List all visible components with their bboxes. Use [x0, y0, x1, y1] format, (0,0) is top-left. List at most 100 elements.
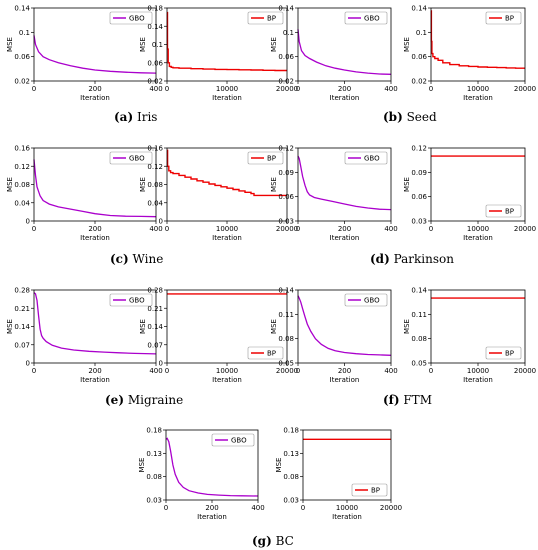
y-tick-label: 0.12	[147, 163, 163, 171]
y-tick-label: 0.16	[147, 145, 163, 153]
x-tick-label: 200	[88, 225, 101, 233]
legend: BP	[247, 151, 284, 165]
x-tick-label: 0	[429, 367, 433, 375]
y-tick-label: 0.1	[416, 29, 427, 37]
y-tick-label: 0.08	[146, 473, 162, 481]
legend: BP	[351, 483, 388, 497]
panel-ftm-gbo: 0 200 400 0.05 0.08 0.11 0.14 Iteration MSE GBO	[270, 287, 398, 385]
legend-label: BP	[267, 155, 276, 163]
x-tick-label: 10000	[216, 225, 238, 233]
panel-iris-bp: 0 10000 200000.020.060.10.140.18IterationM…	[139, 5, 298, 103]
y-tick-label: 0.07	[14, 341, 30, 349]
legend-box	[109, 11, 153, 25]
x-tick-label: 0	[165, 225, 169, 233]
y-tick-label: 0	[159, 218, 163, 226]
caption-g: (g) BC	[252, 534, 294, 548]
x-tick-label: 10000	[467, 367, 489, 375]
legend-box	[109, 293, 153, 307]
caption-d: (d) Parkinson	[370, 252, 454, 266]
y-axis-label: MSE	[139, 177, 147, 192]
y-tick-label: 0.06	[14, 53, 30, 61]
y-tick-label: 0.14	[14, 5, 30, 13]
y-axis-label: MSE	[6, 177, 14, 192]
series-line-ftm-gbo	[297, 295, 392, 356]
y-tick-label: 0.1	[283, 29, 294, 37]
legend-box	[247, 346, 284, 360]
y-tick-label: 0.14	[411, 287, 427, 295]
panel-parkinson-gbo: 0 200 400 0.03 0.06 0.09 0.12 Iteration MSE GBO	[270, 145, 398, 243]
legend-box	[485, 204, 522, 218]
x-tick-label: 0	[429, 85, 433, 93]
y-axis-label: MSE	[6, 319, 14, 334]
y-tick-label: 0.04	[147, 199, 163, 207]
panel-seed-bp: 0 10000 20000 0.02 0.06 0.1 0.14 Iteration MSE BP	[403, 5, 536, 103]
x-tick-label: 10000	[467, 225, 489, 233]
legend: BP	[485, 204, 522, 218]
legend-box	[109, 151, 153, 165]
y-tick-label: 0.14	[147, 323, 163, 331]
legend-label: BP	[505, 350, 514, 358]
legend: GBO	[109, 11, 153, 25]
legend: GBO	[211, 433, 255, 447]
legend: GBO	[344, 293, 388, 307]
y-axis-label: MSE	[270, 177, 278, 192]
x-tick-label: 0	[32, 85, 36, 93]
y-axis-label: MSE	[139, 37, 147, 52]
y-axis-label: MSE	[138, 458, 146, 473]
y-tick-label: 0.06	[411, 53, 427, 61]
y-tick-label: 0.08	[283, 473, 299, 481]
legend-label: GBO	[231, 437, 247, 445]
y-tick-label: 0.03	[278, 218, 294, 226]
caption-b: (b) Seed	[383, 110, 437, 124]
legend-box	[485, 11, 522, 25]
x-axis-label: Iteration	[330, 376, 360, 384]
x-tick-label: 200	[205, 504, 218, 512]
y-axis-label: MSE	[270, 319, 278, 334]
panel-seed-gbo: 0 200 400 0.02 0.06 0.1 0.14 Iteration MSE GBO	[270, 5, 398, 103]
x-axis-label: Iteration	[212, 94, 242, 102]
y-tick-label: 0.09	[411, 169, 427, 177]
series-line-parkinson-gbo	[297, 155, 392, 211]
y-tick-label: 0.14	[411, 5, 427, 13]
y-tick-label: 0.28	[14, 287, 30, 295]
x-tick-label: 200	[88, 85, 101, 93]
x-tick-label: 20000	[514, 225, 536, 233]
y-axis-label: MSE	[403, 319, 411, 334]
y-tick-label: 0.02	[14, 78, 30, 86]
y-tick-label: 0.06	[278, 193, 294, 201]
x-tick-label: 0	[165, 367, 169, 375]
x-tick-label: 200	[338, 367, 351, 375]
legend: GBO	[344, 151, 388, 165]
legend-label: GBO	[129, 297, 145, 305]
x-tick-label: 20000	[380, 504, 402, 512]
legend-box	[351, 483, 388, 497]
x-tick-label: 10000	[216, 85, 238, 93]
x-tick-label: 20000	[514, 85, 536, 93]
y-axis-label: MSE	[139, 319, 147, 334]
x-axis-label: Iteration	[212, 376, 242, 384]
x-tick-label: 0	[301, 504, 305, 512]
panel-ftm-bp: 0 10000 20000 0.05 0.08 0.11 0.14 Iteration MSE B…	[403, 287, 536, 385]
y-tick-label: 0.08	[147, 181, 163, 189]
y-tick-label: 0.06	[147, 59, 163, 67]
legend-box	[211, 433, 255, 447]
x-tick-label: 0	[164, 504, 168, 512]
y-tick-label: 0.08	[14, 181, 30, 189]
legend: GBO	[109, 293, 153, 307]
panel-migraine-bp: 0 10000 2000000.070.140.210.28IterationMSE…	[139, 287, 298, 385]
caption-c: (c) Wine	[110, 252, 163, 266]
x-tick-label: 0	[296, 85, 300, 93]
y-tick-label: 0	[159, 360, 163, 368]
y-tick-label: 0.05	[278, 360, 294, 368]
y-tick-label: 0.14	[14, 323, 30, 331]
y-tick-label: 0.02	[278, 78, 294, 86]
x-axis-label: Iteration	[330, 234, 360, 242]
x-tick-label: 20000	[276, 85, 298, 93]
legend-box	[485, 346, 522, 360]
legend-label: GBO	[129, 155, 145, 163]
y-axis-label: MSE	[6, 37, 14, 52]
x-axis-label: Iteration	[80, 234, 110, 242]
y-tick-label: 0.13	[283, 450, 299, 458]
x-tick-label: 0	[429, 225, 433, 233]
